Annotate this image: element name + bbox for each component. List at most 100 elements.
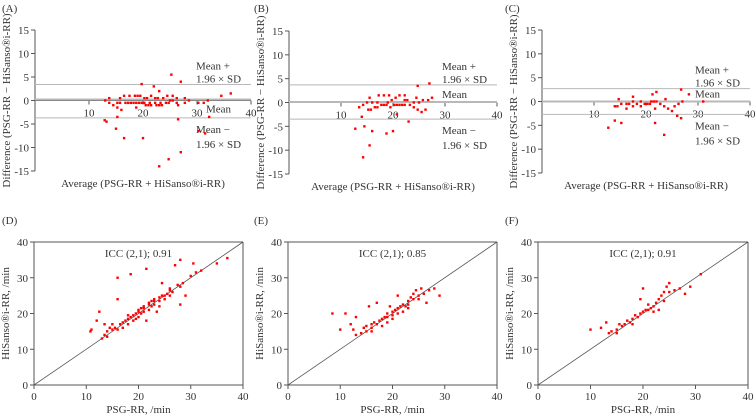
data-point bbox=[206, 99, 209, 102]
data-point bbox=[599, 326, 603, 329]
data-point bbox=[363, 125, 366, 128]
data-point bbox=[370, 323, 373, 326]
data-point bbox=[393, 103, 396, 107]
x-tick-label: 30 bbox=[192, 108, 204, 120]
data-point bbox=[631, 317, 634, 321]
data-point bbox=[631, 105, 635, 108]
panel-label: (C) bbox=[505, 3, 520, 15]
mean-label: Mean bbox=[442, 89, 468, 101]
data-point bbox=[404, 305, 407, 308]
y-axis-label: HiSanso®i-RR, /min bbox=[254, 267, 266, 360]
data-point bbox=[108, 326, 111, 329]
data-point bbox=[406, 299, 410, 303]
x-tick-label: 0 bbox=[31, 391, 37, 403]
x-tick-label: 30 bbox=[440, 110, 452, 122]
data-point bbox=[409, 296, 412, 299]
data-point bbox=[354, 127, 357, 130]
data-point bbox=[702, 100, 705, 103]
data-point bbox=[631, 323, 634, 326]
x-tick-label: 40 bbox=[238, 391, 250, 403]
data-point bbox=[673, 289, 676, 292]
y-tick-label: 0 bbox=[531, 97, 537, 109]
data-point bbox=[391, 310, 394, 313]
y-tick-label: 30 bbox=[521, 273, 533, 285]
y-tick-label: 15 bbox=[18, 25, 30, 37]
data-point bbox=[183, 96, 187, 100]
lower-loa-label: 1.96 × SD bbox=[196, 139, 241, 151]
y-axis-label: Difference (PSG-RR − HiSanso®i-RR) bbox=[508, 14, 520, 188]
data-point bbox=[617, 97, 620, 101]
data-point bbox=[202, 101, 205, 105]
data-point bbox=[627, 102, 631, 106]
data-point bbox=[425, 301, 428, 304]
data-point bbox=[149, 94, 153, 97]
data-point bbox=[414, 289, 418, 292]
data-point bbox=[158, 104, 161, 107]
data-point bbox=[104, 99, 107, 102]
data-point bbox=[628, 321, 632, 324]
x-tick-label: 30 bbox=[185, 391, 197, 403]
y-tick-label: 0 bbox=[527, 380, 533, 392]
x-axis-label: Average (PSG-RR + HiSanso®i-RR) bbox=[564, 180, 728, 192]
data-point bbox=[613, 119, 616, 122]
data-point bbox=[170, 73, 173, 76]
data-point bbox=[179, 151, 182, 154]
data-point bbox=[147, 301, 151, 304]
data-point bbox=[148, 101, 151, 105]
data-point bbox=[152, 299, 156, 303]
data-point bbox=[179, 285, 182, 288]
data-point bbox=[665, 285, 668, 288]
data-point bbox=[368, 144, 371, 147]
data-point bbox=[133, 94, 137, 97]
data-point bbox=[122, 94, 126, 97]
x-axis-label: PSG-RR, /min bbox=[611, 404, 676, 416]
data-point bbox=[646, 102, 649, 106]
data-point bbox=[376, 106, 379, 109]
data-point bbox=[171, 94, 174, 97]
mean-label: Mean bbox=[206, 104, 232, 116]
x-tick-label: 40 bbox=[492, 110, 504, 122]
data-point bbox=[113, 326, 117, 329]
data-point bbox=[390, 98, 393, 102]
data-point bbox=[187, 99, 191, 102]
data-point bbox=[618, 323, 621, 326]
data-point bbox=[140, 101, 143, 105]
x-tick-label: 30 bbox=[690, 391, 702, 403]
data-point bbox=[145, 96, 149, 100]
data-point bbox=[354, 315, 358, 319]
data-point bbox=[144, 104, 147, 107]
data-point bbox=[139, 312, 143, 315]
data-point bbox=[137, 101, 141, 105]
y-tick-label: 40 bbox=[17, 237, 29, 249]
data-point bbox=[386, 101, 389, 104]
data-point bbox=[412, 101, 415, 104]
data-point bbox=[644, 308, 647, 312]
y-tick-label: -5 bbox=[527, 120, 537, 132]
data-point bbox=[385, 103, 388, 107]
y-tick-label: 15 bbox=[272, 26, 284, 38]
data-point bbox=[395, 113, 399, 116]
data-point bbox=[158, 305, 161, 308]
data-point bbox=[119, 323, 122, 326]
data-point bbox=[183, 101, 187, 105]
data-point bbox=[103, 323, 106, 326]
data-point bbox=[142, 305, 145, 308]
data-point bbox=[615, 328, 618, 331]
data-point bbox=[673, 105, 676, 108]
y-tick-label: 10 bbox=[272, 50, 284, 62]
x-tick-label: 40 bbox=[246, 108, 258, 120]
data-point bbox=[626, 319, 629, 322]
y-axis-label: Difference (PSG-RR − HiSanso®i-RR) bbox=[1, 13, 13, 187]
data-point bbox=[412, 298, 415, 301]
y-tick-label: -5 bbox=[20, 119, 30, 131]
data-point bbox=[620, 324, 624, 328]
data-point bbox=[158, 89, 161, 93]
data-point bbox=[380, 324, 384, 328]
y-tick-label: 5 bbox=[531, 73, 537, 85]
data-point bbox=[652, 305, 655, 308]
identity-line bbox=[33, 241, 244, 386]
data-point bbox=[663, 105, 666, 108]
data-point bbox=[194, 271, 198, 274]
data-point bbox=[116, 328, 119, 331]
data-point bbox=[430, 96, 434, 99]
